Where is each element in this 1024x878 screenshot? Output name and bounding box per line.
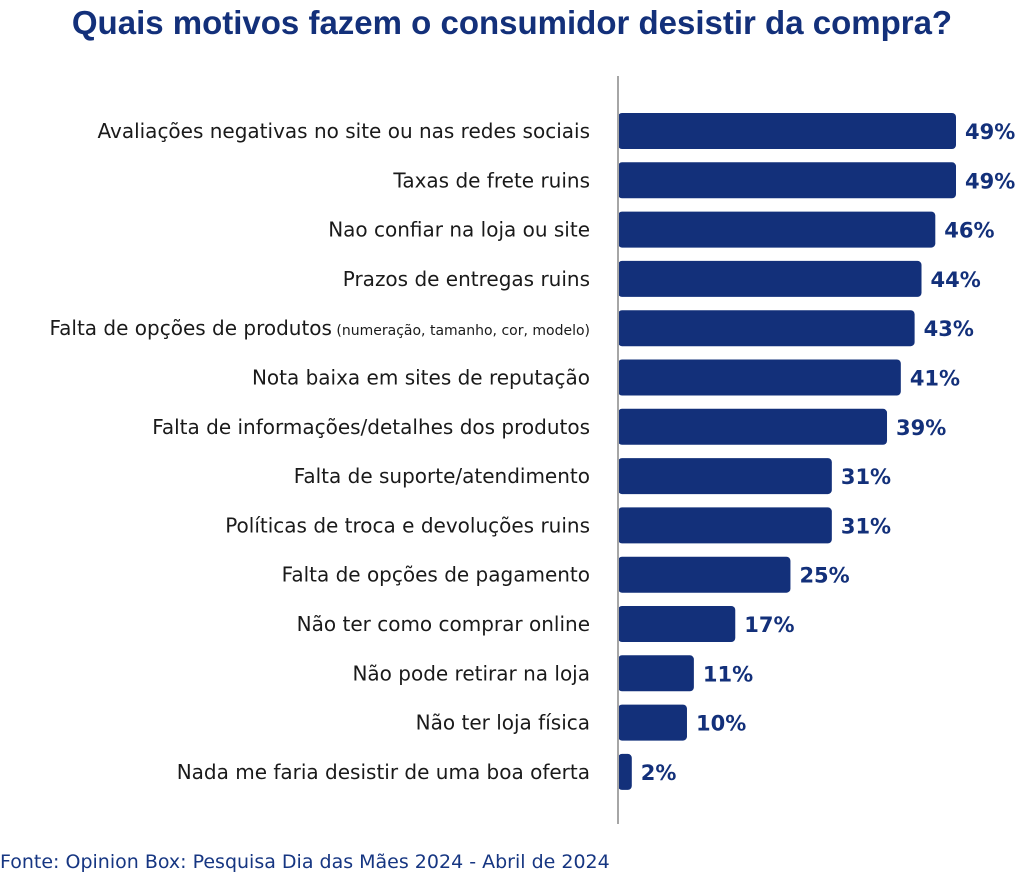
bar: [618, 310, 915, 347]
category-label: Avaliações negativas no site ou nas rede…: [97, 119, 590, 143]
bar: [618, 359, 901, 396]
bar: [618, 556, 791, 593]
bar: [618, 655, 694, 692]
bar: [618, 113, 956, 149]
category-label: Falta de suporte/atendimento: [294, 464, 590, 488]
category-label: Falta de informações/detalhes dos produt…: [152, 415, 590, 439]
category-label: Falta de opções de produtos (numeração, …: [49, 316, 590, 340]
value-label: 31%: [841, 514, 891, 538]
category-label-text: Não ter como comprar online: [297, 612, 590, 636]
category-label: Nada me faria desistir de uma boa oferta: [177, 760, 590, 784]
category-label-text: Falta de informações/detalhes dos produt…: [152, 415, 590, 439]
value-label: 39%: [896, 416, 946, 440]
category-label-text: Não pode retirar na loja: [352, 661, 590, 685]
category-label-text: Nada me faria desistir de uma boa oferta: [177, 760, 590, 784]
bars-group: Avaliações negativas no site ou nas rede…: [49, 113, 1015, 790]
category-label: Prazos de entregas ruins: [343, 267, 590, 291]
category-label-text: Falta de opções de pagamento: [282, 563, 590, 587]
category-label: Não pode retirar na loja: [352, 661, 590, 685]
bar: [618, 753, 632, 790]
bar: [618, 507, 832, 544]
category-label-text: Prazos de entregas ruins: [343, 267, 590, 291]
category-label-note: (numeração, tamanho, cor, modelo): [332, 323, 590, 339]
bar: [618, 162, 956, 199]
value-label: 44%: [931, 268, 981, 292]
value-label: 25%: [799, 564, 849, 588]
bar: [618, 260, 922, 297]
category-label: Nao confiar na loja ou site: [328, 218, 590, 242]
category-label-text: Políticas de troca e devoluções ruins: [225, 513, 590, 537]
value-label: 49%: [965, 169, 1015, 193]
value-label: 31%: [841, 465, 891, 489]
category-label: Taxas de frete ruins: [392, 168, 590, 192]
category-label-text: Nota baixa em sites de reputação: [252, 366, 590, 390]
bar: [618, 606, 736, 642]
source-note: Fonte: Opinion Box: Pesquisa Dia das Mãe…: [0, 851, 610, 873]
value-label: 10%: [696, 712, 746, 736]
value-label: 2%: [641, 761, 677, 785]
value-label: 11%: [703, 662, 753, 686]
value-label: 17%: [744, 613, 794, 637]
category-label-text: Falta de suporte/atendimento: [294, 464, 590, 488]
category-label-text: Falta de opções de produtos: [49, 316, 331, 340]
bar: [618, 408, 888, 445]
category-label: Nota baixa em sites de reputação: [252, 366, 590, 390]
category-label-text: Nao confiar na loja ou site: [328, 218, 590, 242]
bar: [618, 458, 832, 495]
chart-title: Quais motivos fazem o consumidor desisti…: [71, 4, 953, 41]
category-label: Não ter loja física: [416, 711, 590, 735]
category-label-text: Não ter loja física: [416, 711, 590, 735]
bar-chart: Avaliações negativas no site ou nas rede…: [49, 76, 1015, 824]
bar: [618, 211, 936, 248]
value-label: 41%: [910, 367, 960, 391]
category-label: Políticas de troca e devoluções ruins: [225, 513, 590, 537]
value-label: 43%: [924, 317, 974, 341]
bar: [618, 704, 687, 741]
category-label: Falta de opções de pagamento: [282, 563, 590, 587]
category-label-text: Avaliações negativas no site ou nas rede…: [97, 119, 590, 143]
category-label-text: Taxas de frete ruins: [392, 168, 590, 192]
category-label: Não ter como comprar online: [297, 612, 590, 636]
value-label: 49%: [965, 120, 1015, 144]
value-label: 46%: [944, 219, 994, 243]
